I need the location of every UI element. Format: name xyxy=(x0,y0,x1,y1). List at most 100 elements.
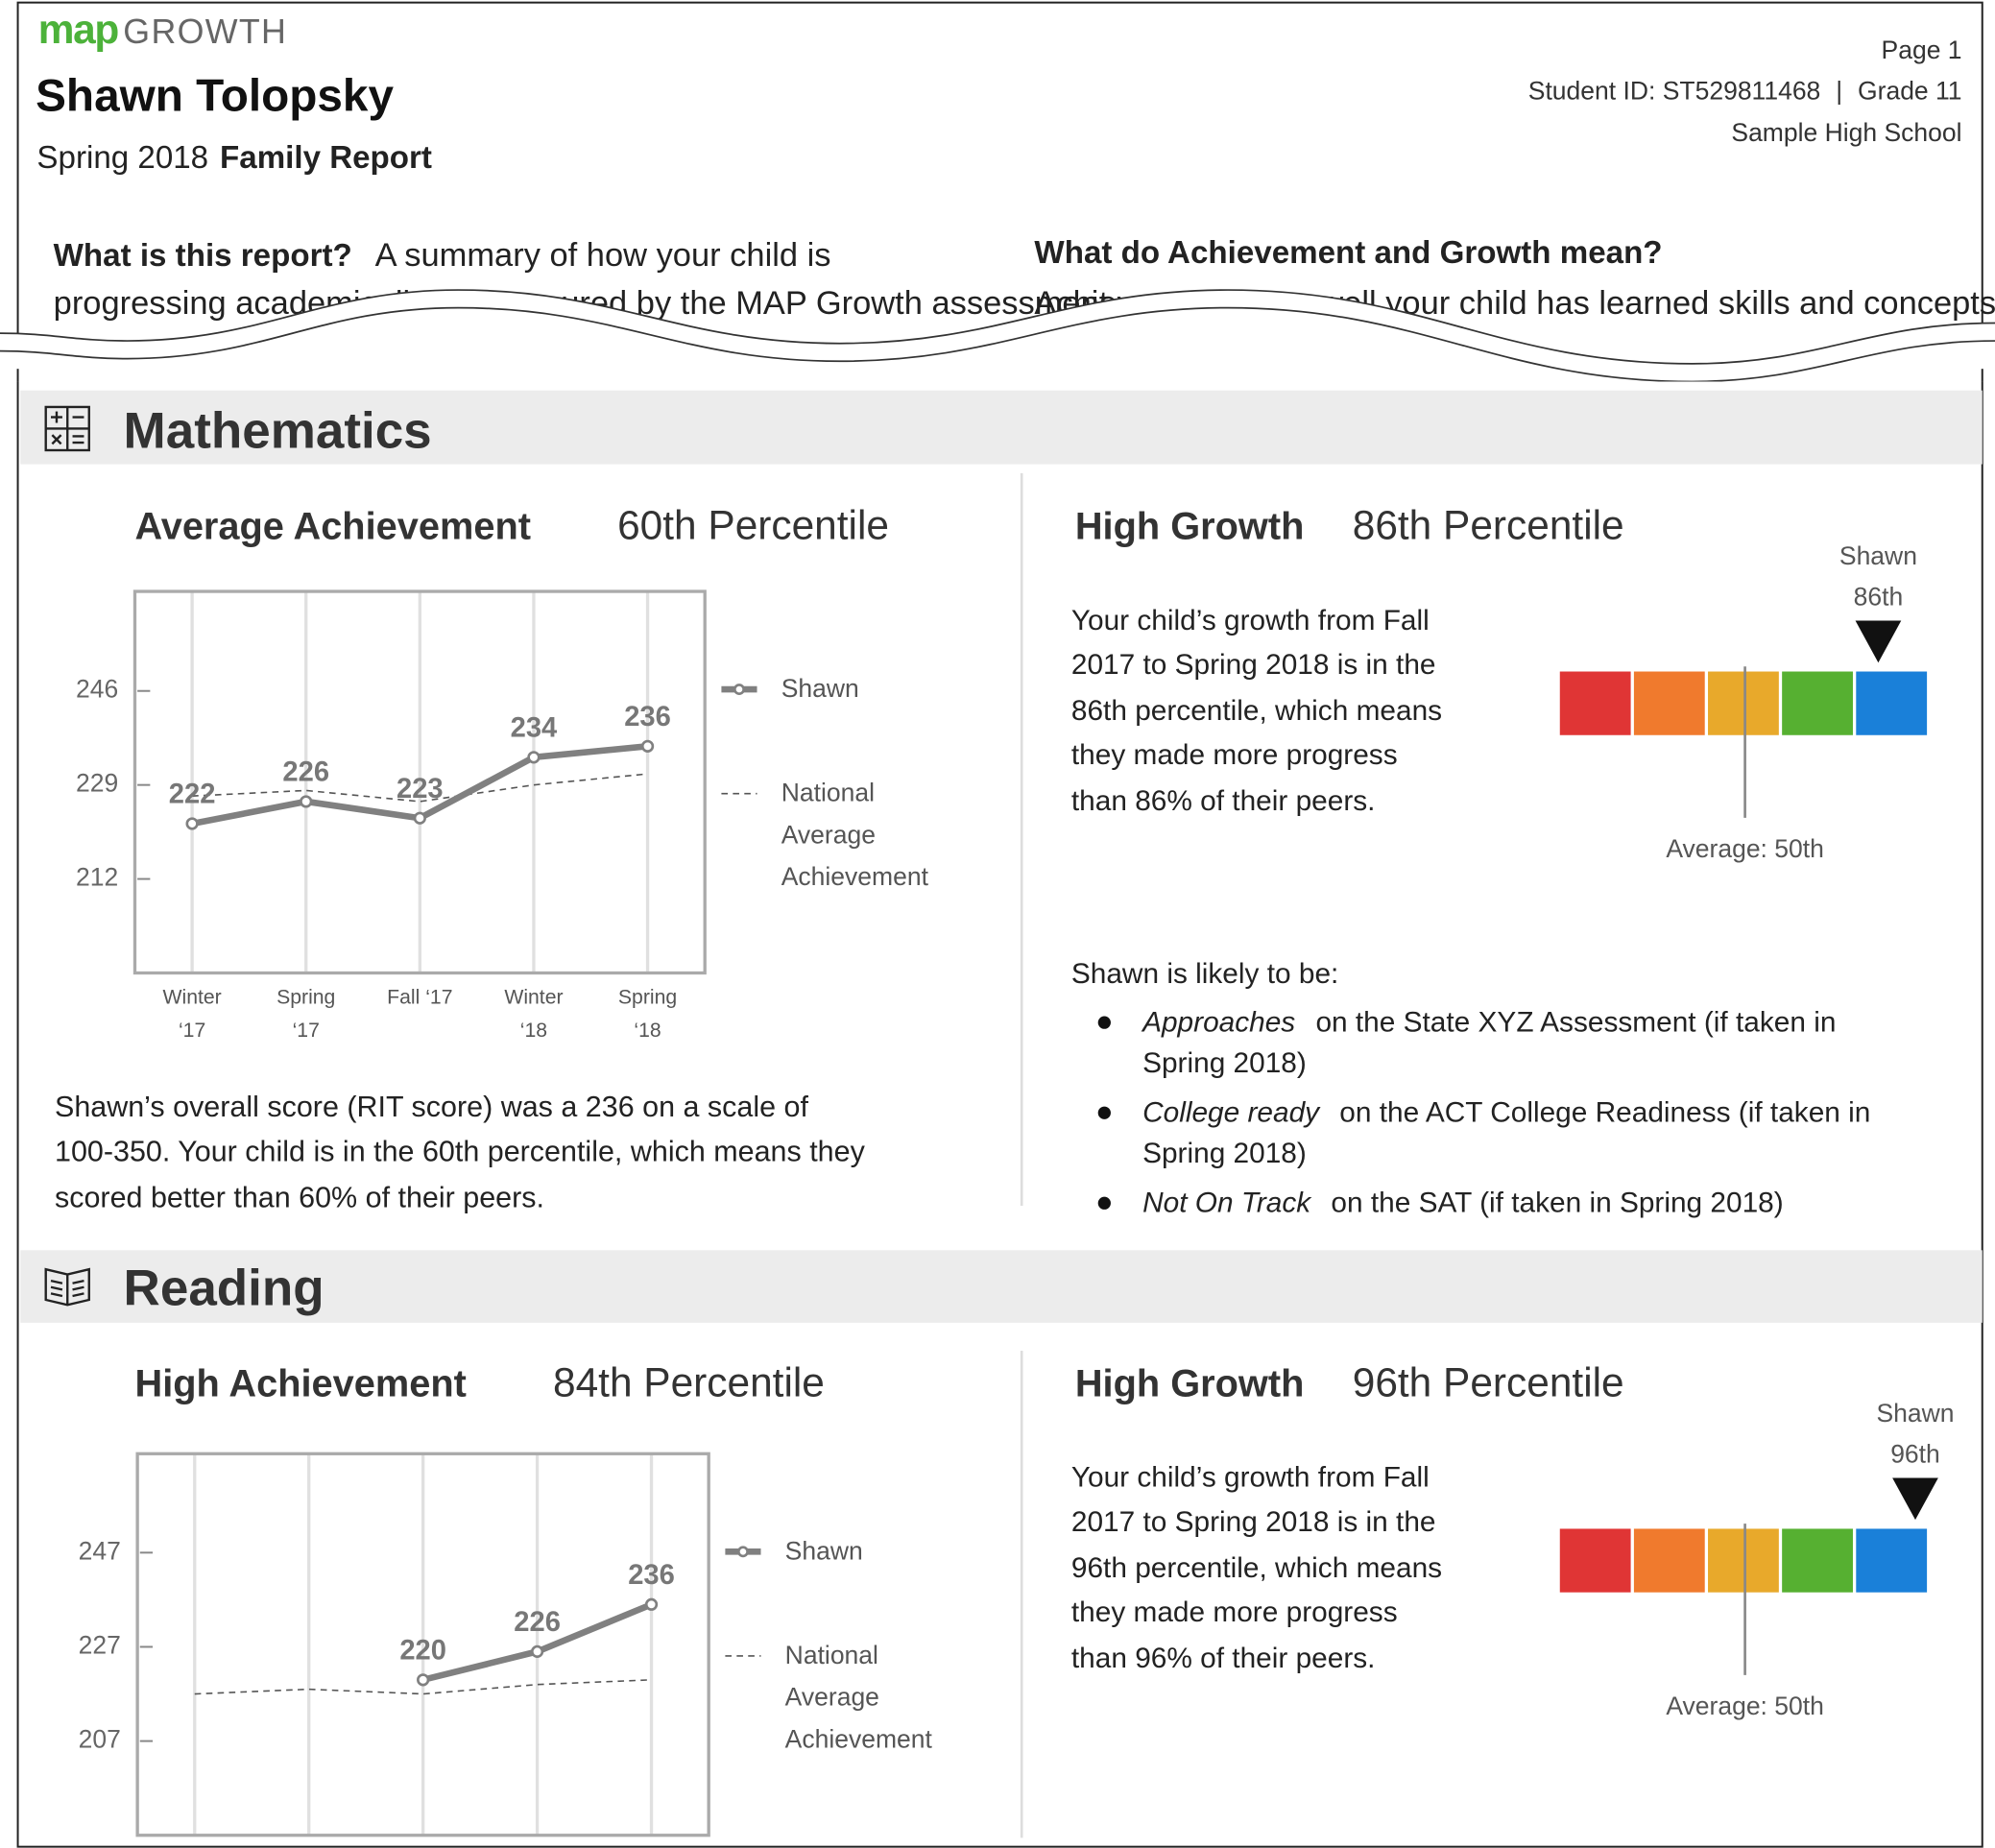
legend-label: Shawn xyxy=(784,1537,863,1566)
y-tick-label: 247 xyxy=(79,1536,121,1565)
plot-frame xyxy=(132,589,707,975)
growth-level: High Growth xyxy=(1074,1363,1305,1405)
national-line xyxy=(194,1679,652,1695)
intro-question: What do Achievement and Growth mean? xyxy=(1034,234,1663,271)
national-line xyxy=(192,773,648,803)
growth-band xyxy=(1559,671,1631,735)
grade: Grade 11 xyxy=(1858,77,1962,106)
book-icon xyxy=(44,1267,90,1307)
section-title: Mathematics xyxy=(123,402,432,460)
growth-band xyxy=(1856,671,1928,735)
legend-label: Shawn xyxy=(781,674,859,703)
likely-level: College ready xyxy=(1142,1095,1320,1128)
growth-text: 96th percentile, which means xyxy=(1070,1550,1443,1584)
y-tick-label: 227 xyxy=(79,1630,121,1659)
growth-band xyxy=(1782,671,1853,735)
growth-text: 86th percentile, which means xyxy=(1070,694,1443,727)
growth-text: they made more progress xyxy=(1070,739,1398,772)
achievement-percentile: 60th Percentile xyxy=(617,502,889,549)
bullet xyxy=(1097,1106,1111,1119)
growth-band xyxy=(1633,671,1705,735)
x-tick-label: ‘17 xyxy=(179,1020,205,1042)
likely-item: College ready on the ACT College Readines… xyxy=(1142,1095,1871,1128)
x-tick-label: ‘17 xyxy=(293,1020,320,1042)
growth-text: than 86% of their peers. xyxy=(1070,784,1376,817)
logo-product: GROWTH xyxy=(123,12,288,51)
achievement-heading: High Achievement 84th Percentile xyxy=(134,1362,824,1404)
marker-name: Shawn xyxy=(1839,542,1917,571)
growth-heading: High Growth 86th Percentile xyxy=(1075,505,1624,547)
growth-text: 2017 to Spring 2018 is in the xyxy=(1070,1505,1436,1539)
wave-line xyxy=(0,306,1995,382)
report-title: Spring 2018 Family Report xyxy=(36,139,432,176)
report-type: Family Report xyxy=(220,139,432,176)
likely-level: Approaches xyxy=(1142,1005,1296,1038)
likely-text: Spring 2018) xyxy=(1142,1046,1307,1079)
likely-item: Approaches on the State XYZ Assessment (i… xyxy=(1142,1005,1837,1038)
growth-text: Your child’s growth from Fall xyxy=(1070,1460,1430,1494)
data-label: 226 xyxy=(514,1607,561,1638)
logo-brand: map xyxy=(37,6,120,53)
student-name: Shawn Tolopsky xyxy=(36,68,395,121)
y-tick-label: 229 xyxy=(76,769,118,798)
likely-text: Spring 2018) xyxy=(1142,1137,1307,1169)
logo: map GROWTH xyxy=(38,9,287,51)
growth-text: they made more progress xyxy=(1070,1596,1398,1629)
growth-band xyxy=(1708,671,1779,735)
y-tick-label: 207 xyxy=(79,1725,121,1754)
section-band xyxy=(20,1250,1983,1323)
growth-level: High Growth xyxy=(1074,506,1305,549)
likely-item: Not On Track on the SAT (if taken in Spri… xyxy=(1142,1188,1784,1217)
data-label: 220 xyxy=(399,1635,446,1666)
legend-swatch xyxy=(733,684,745,696)
marker-label: 96th xyxy=(1890,1441,1940,1470)
bullet xyxy=(1097,1196,1111,1210)
growth-band xyxy=(1856,1528,1928,1593)
likely-text: on the ACT College Readiness (if taken i… xyxy=(1339,1095,1871,1128)
student-line: Student ID: ST529811468 | Grade 11 xyxy=(1528,79,1962,104)
intro-line: What is this report? A summary of how you… xyxy=(54,237,831,272)
data-label: 236 xyxy=(624,702,671,732)
marker-label: 86th xyxy=(1853,584,1904,612)
likely-text: on the State XYZ Assessment (if taken in xyxy=(1315,1005,1837,1038)
data-label: 234 xyxy=(511,712,558,743)
calculator-icon xyxy=(44,405,90,452)
achievement-heading: Average Achievement 60th Percentile xyxy=(134,505,889,547)
average-label: Average: 50th xyxy=(1666,835,1824,864)
bullet xyxy=(1097,1016,1111,1029)
intro-question: What is this report? xyxy=(53,237,352,274)
section-title: Reading xyxy=(123,1260,324,1317)
growth-text: than 96% of their peers. xyxy=(1070,1642,1376,1674)
legend-label: National Average Achievement xyxy=(784,1641,932,1754)
term: Spring 2018 xyxy=(36,139,209,176)
data-point xyxy=(530,1644,544,1659)
school: Sample High School xyxy=(1731,119,1962,148)
x-tick-label: Winter xyxy=(504,987,563,1009)
growth-marker xyxy=(1892,1477,1938,1521)
separator: | xyxy=(1836,77,1843,106)
data-point xyxy=(300,795,313,808)
data-label: 226 xyxy=(282,756,329,787)
likely-heading: Shawn is likely to be: xyxy=(1070,957,1339,990)
marker-name: Shawn xyxy=(1876,1400,1955,1428)
data-label: 222 xyxy=(169,780,216,810)
likely-text: on the SAT (if taken in Spring 2018) xyxy=(1331,1186,1784,1218)
page-border xyxy=(16,1,1983,1848)
x-tick-label: ‘18 xyxy=(520,1020,547,1042)
growth-band xyxy=(1782,1528,1853,1593)
y-tick-label: 246 xyxy=(76,675,118,704)
tear-wave xyxy=(0,289,1995,382)
page-number: Page 1 xyxy=(1881,36,1962,65)
growth-text: Your child’s growth from Fall xyxy=(1070,603,1430,636)
section-band xyxy=(20,390,1983,465)
growth-band xyxy=(1633,1528,1705,1593)
x-tick-label: ‘18 xyxy=(634,1020,661,1042)
x-tick-label: Spring xyxy=(276,987,335,1009)
growth-band xyxy=(1708,1528,1779,1593)
achievement-level: Average Achievement xyxy=(134,506,531,549)
data-label: 236 xyxy=(628,1560,675,1591)
growth-percentile: 96th Percentile xyxy=(1352,1359,1624,1405)
